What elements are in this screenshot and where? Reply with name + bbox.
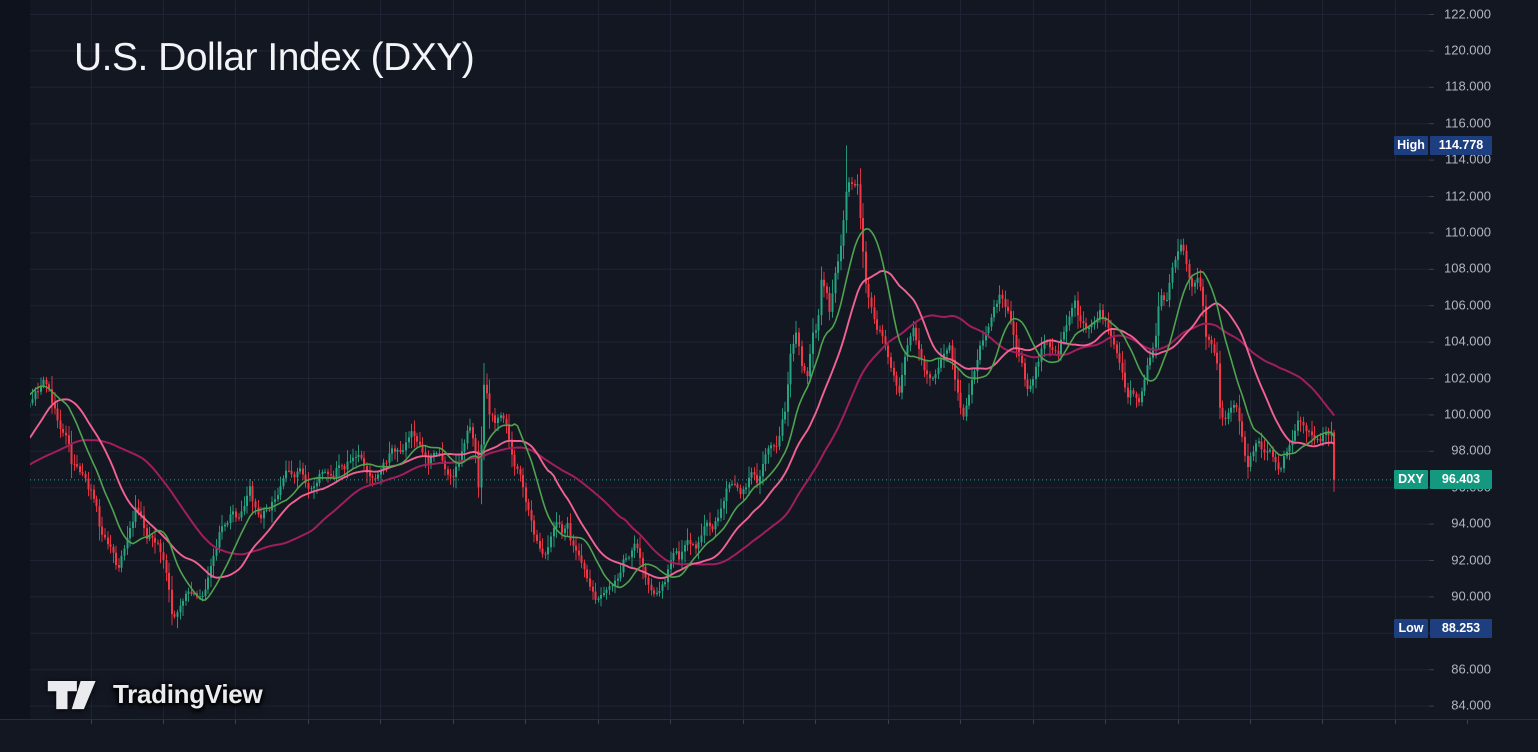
price-axis-label: 120.000 — [1444, 42, 1491, 58]
tradingview-logo[interactable]: TradingView — [46, 679, 263, 710]
down-candle-bodies — [37, 182, 1335, 617]
symbol-badge-label: DXY — [1394, 470, 1428, 490]
candlestick-series — [30, 145, 1336, 629]
down-candle-wicks — [37, 168, 1335, 626]
price-axis-label: 84.000 — [1451, 697, 1491, 713]
price-axis-label: 118.000 — [1444, 78, 1491, 94]
price-axis-label: 114.000 — [1444, 151, 1491, 167]
low-badge-label: Low — [1394, 618, 1428, 638]
tradingview-logo-icon — [47, 680, 96, 709]
price-axis-label: 92.000 — [1451, 552, 1491, 567]
time-axis[interactable]: Jul2018Jul2019Jul2020Jul2021Jul2022Jul20… — [0, 720, 1538, 752]
price-axis-label: 90.000 — [1451, 588, 1491, 604]
price-axis-label: 102.000 — [1444, 370, 1491, 385]
price-axis-label: 122.000 — [1444, 6, 1491, 21]
price-axis-label: 104.000 — [1444, 333, 1491, 349]
price-axis-label: 108.000 — [1444, 260, 1491, 276]
price-axis-label: 116.000 — [1444, 115, 1491, 131]
high-badge-label: High — [1394, 135, 1428, 155]
price-axis-label: 86.000 — [1451, 661, 1491, 677]
grid-lines — [30, 0, 1429, 719]
price-axis-label: 98.000 — [1451, 442, 1491, 458]
tradingview-logo-text: TradingView — [113, 679, 263, 709]
left-margin — [0, 0, 30, 720]
low-price-badge: Low 88.253 — [1394, 618, 1492, 638]
up-candle-wicks — [32, 145, 1332, 629]
low-badge-value: 88.253 — [1430, 618, 1492, 638]
current-price-badge: DXY 96.403 — [1394, 470, 1492, 490]
price-axis-label: 94.000 — [1451, 515, 1491, 531]
price-axis-label: 100.000 — [1444, 406, 1491, 422]
chart-title: U.S. Dollar Index (DXY) — [74, 36, 475, 79]
moving-average-slow — [30, 314, 1336, 566]
high-price-badge: High 114.778 — [1394, 135, 1492, 155]
price-axis-label: 110.000 — [1444, 224, 1491, 240]
moving-average-mid — [30, 269, 1335, 580]
current-price-value: 96.403 — [1430, 470, 1492, 490]
price-axis-label: 112.000 — [1444, 188, 1491, 203]
high-badge-value: 114.778 — [1430, 135, 1492, 155]
price-axis[interactable]: 122.000 120.000 118.000 116.000 114.000 112.0… — [1430, 0, 1538, 720]
price-axis-label: 106.000 — [1444, 297, 1491, 313]
moving-average-fast — [30, 228, 1335, 601]
axis-ticks — [91, 14, 1468, 724]
